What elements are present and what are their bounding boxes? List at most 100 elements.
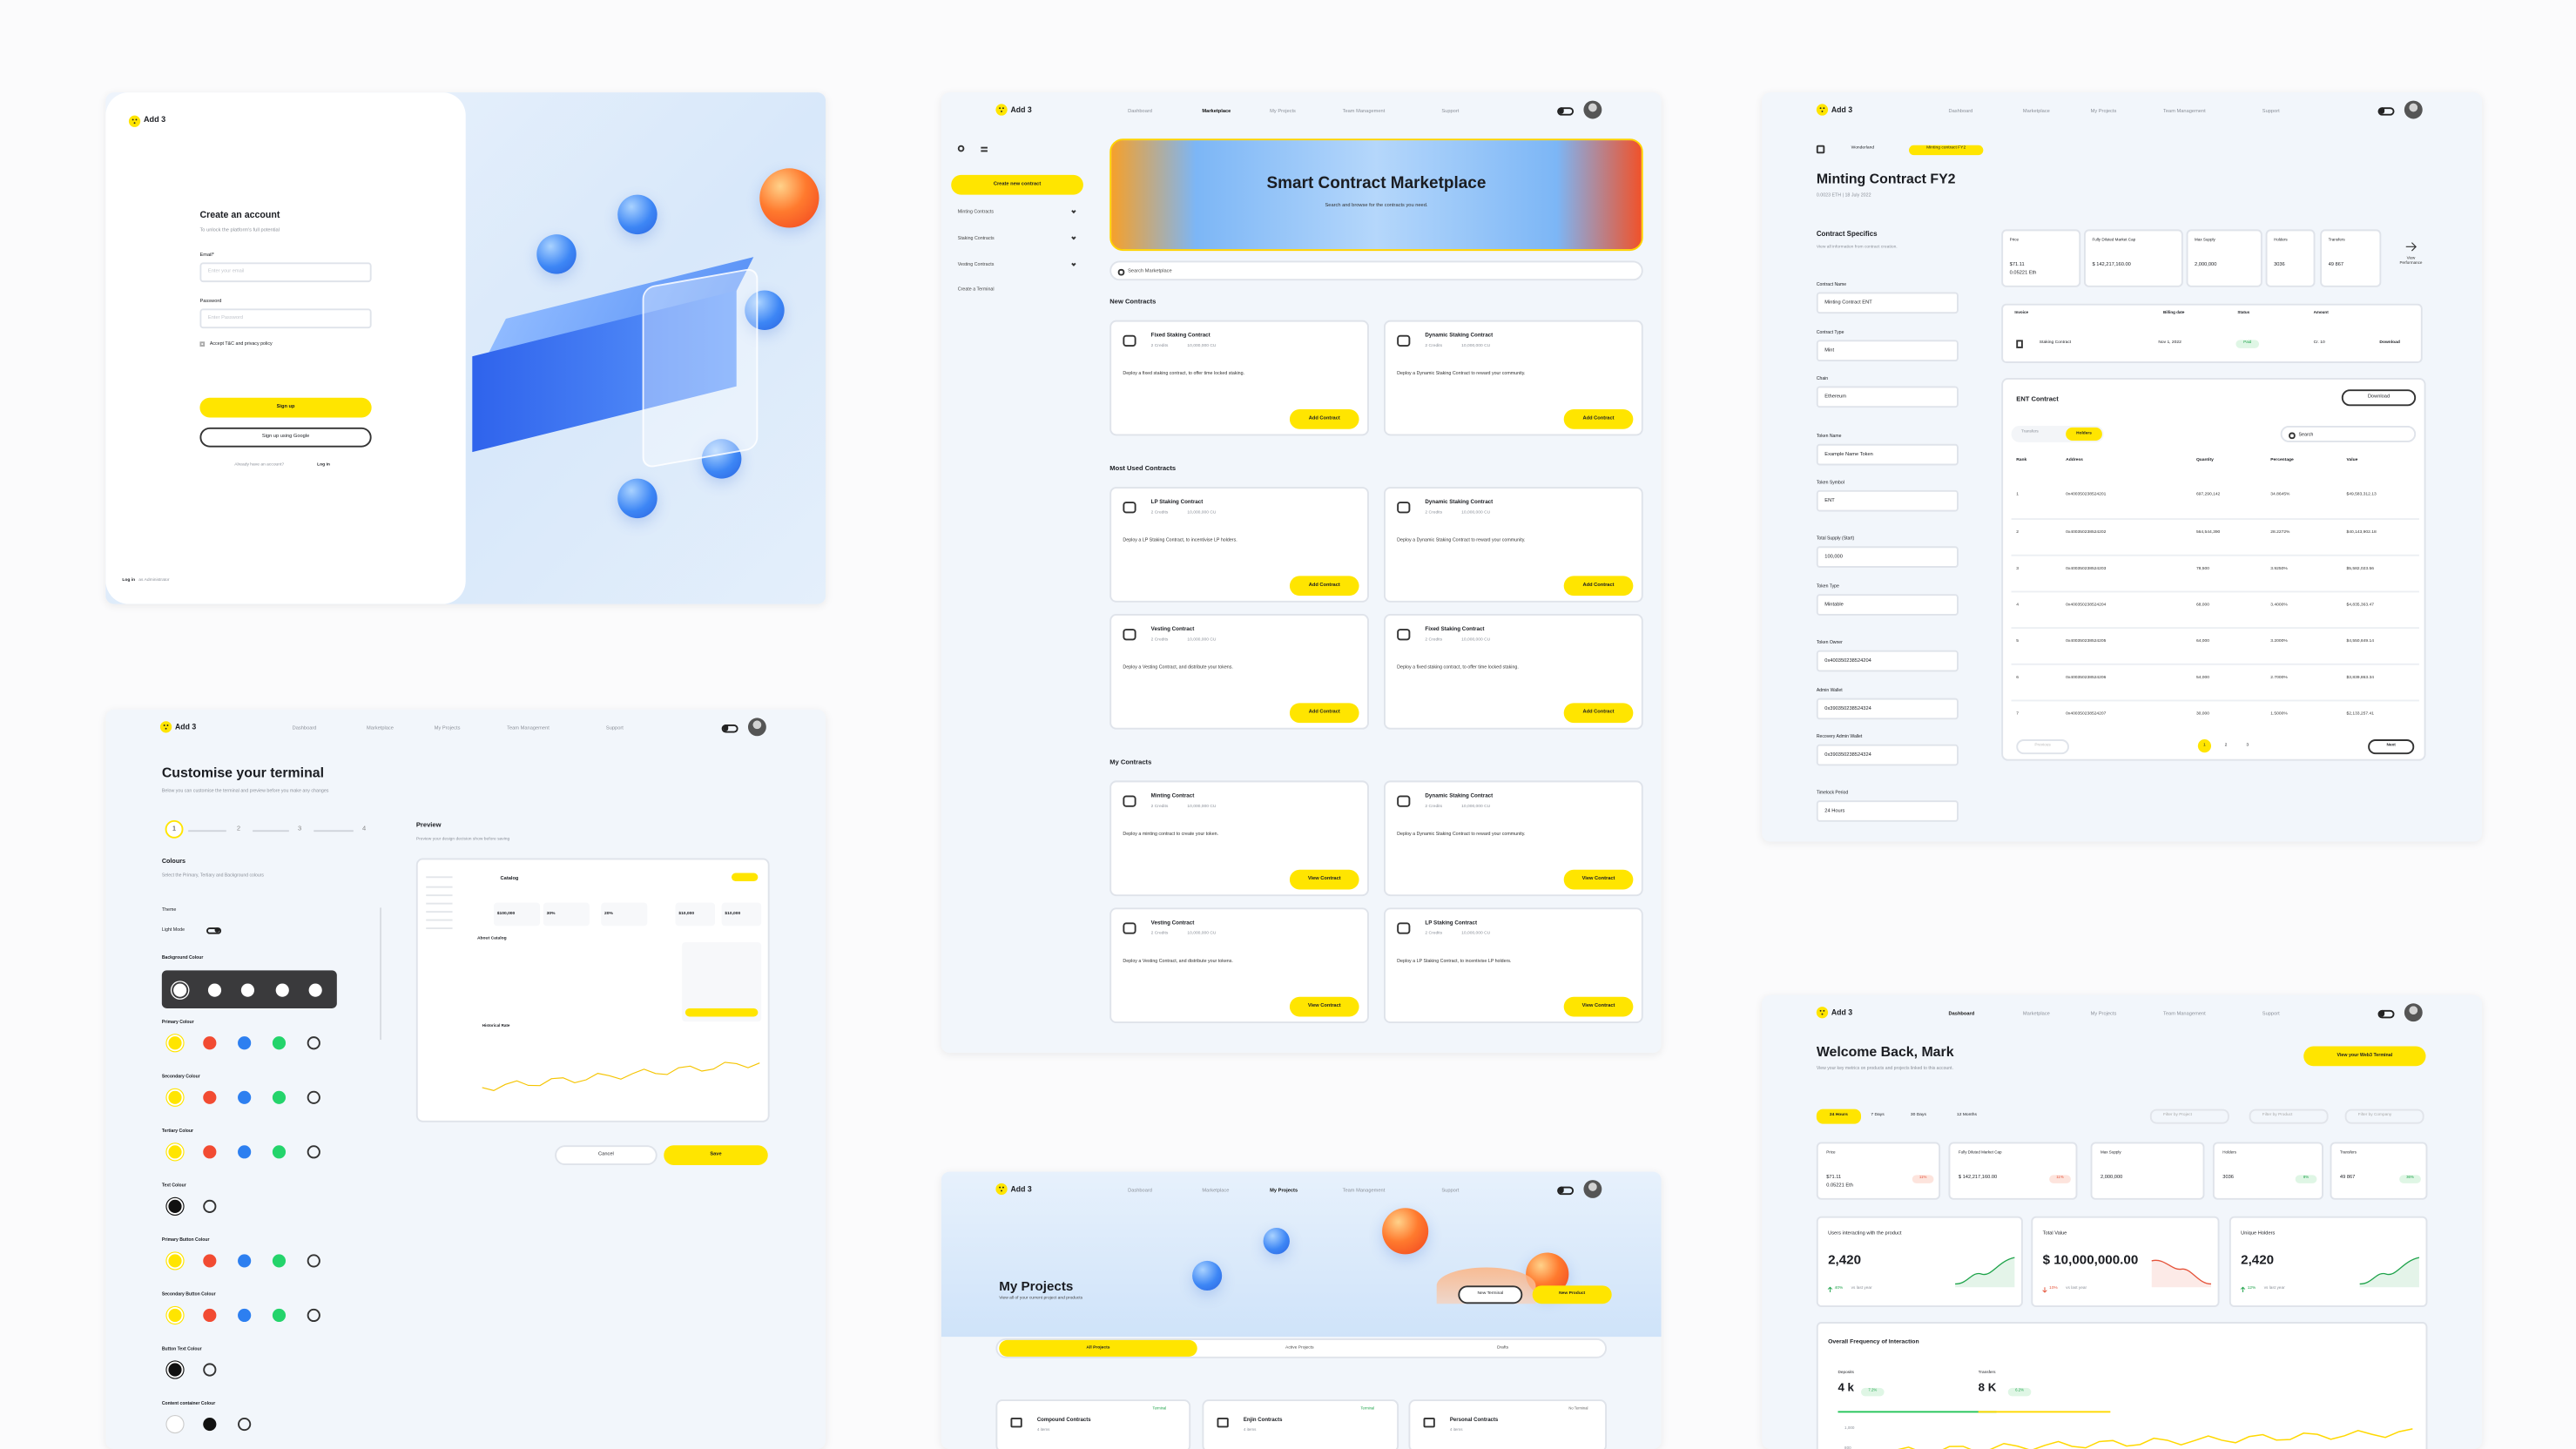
tab[interactable]: Drafts [1496, 1344, 1509, 1350]
swatch[interactable] [168, 1363, 182, 1377]
contract-credits: 2 Credits [1425, 343, 1443, 348]
logo-dot [1823, 1009, 1825, 1012]
swatch[interactable] [240, 982, 255, 996]
contract-button[interactable]: Add Contract [1289, 703, 1359, 724]
signup-button[interactable]: Sign up [199, 397, 372, 418]
search-bar[interactable]: Search Marketplace [1109, 260, 1643, 281]
previous-button[interactable]: Previous [2016, 739, 2069, 755]
preview-action[interactable] [732, 873, 759, 882]
project-card[interactable]: Compound Contracts 4 items Terminal [995, 1399, 1191, 1449]
custom-swatch[interactable] [307, 1036, 320, 1050]
contract-button[interactable]: View Contract [1289, 869, 1359, 890]
swatch[interactable] [168, 1145, 182, 1159]
preview-title: Preview [415, 819, 442, 829]
swatch[interactable] [308, 982, 322, 996]
contract-button[interactable]: View Contract [1289, 996, 1359, 1017]
download-button[interactable]: Download [2341, 389, 2417, 407]
swatch[interactable] [203, 1090, 217, 1104]
swatch[interactable] [168, 1308, 182, 1323]
table-cell: 28.2272% [2270, 529, 2290, 536]
contract-button[interactable]: Add Contract [1289, 576, 1359, 596]
contract-card: Vesting Contract 2 Credits 10,000,000 CU De… [1109, 907, 1369, 1024]
custom-swatch[interactable] [203, 1363, 217, 1377]
swatch[interactable] [275, 982, 289, 996]
step[interactable]: 2 [236, 824, 241, 832]
contract-button[interactable]: Add Contract [1563, 576, 1634, 596]
new-terminal-button[interactable]: New Terminal [1458, 1285, 1523, 1304]
swatch[interactable] [272, 1036, 287, 1050]
password-input[interactable]: Enter Password [199, 308, 372, 329]
table-cell: 78,500 [2195, 566, 2209, 571]
swatch[interactable] [203, 1036, 217, 1050]
tab[interactable]: Active Projects [1285, 1344, 1314, 1350]
create-contract-button[interactable]: Create new contract [951, 174, 1083, 195]
swatch[interactable] [238, 1090, 252, 1104]
range-active[interactable]: 24 Hours [1816, 1109, 1862, 1124]
google-button[interactable]: Sign up using Google [199, 427, 372, 448]
contract-button[interactable]: View Contract [1563, 996, 1634, 1017]
swatch[interactable] [203, 1145, 217, 1159]
table-cell: 0x400350238524205 [2066, 638, 2107, 644]
tab-active[interactable]: Holders [2066, 427, 2102, 441]
custom-swatch[interactable] [307, 1254, 320, 1268]
swatch[interactable] [238, 1145, 252, 1159]
holders-search[interactable]: Search [2280, 425, 2417, 442]
swatch[interactable] [238, 1036, 252, 1050]
tab-active[interactable]: All Projects [999, 1339, 1197, 1357]
project-card[interactable]: Enjin Contracts 4 items Terminal [1202, 1399, 1399, 1449]
swatch[interactable] [168, 1090, 182, 1104]
page-button[interactable]: 3 [2246, 741, 2249, 747]
custom-swatch[interactable] [203, 1199, 217, 1213]
page-button[interactable]: 1 [2197, 739, 2212, 753]
swatch[interactable] [272, 1090, 287, 1104]
swatch[interactable] [207, 982, 222, 996]
invoice-cell: Cr. 10 [2313, 339, 2325, 345]
swatch[interactable] [203, 1254, 217, 1268]
checkbox[interactable] [199, 341, 206, 347]
contract-title: Dynamic Staking Contract [1425, 331, 1494, 339]
swatch[interactable] [168, 1036, 182, 1050]
swatch[interactable] [272, 1254, 287, 1268]
contract-button[interactable]: Add Contract [1563, 703, 1634, 724]
contract-button[interactable]: Add Contract [1289, 409, 1359, 429]
step-line [314, 829, 354, 831]
swatch[interactable] [238, 1254, 252, 1268]
step[interactable]: 1 [165, 819, 184, 839]
swatch[interactable] [238, 1308, 252, 1323]
swatch[interactable] [203, 1417, 217, 1432]
contract-button[interactable]: View Contract [1563, 869, 1634, 890]
y-label: 1,000 [1844, 1425, 1855, 1432]
field-label: Token Symbol [1816, 480, 1844, 486]
breadcrumb-current[interactable]: Minting contract FY2 [1909, 144, 1984, 155]
filter[interactable] [2149, 1109, 2229, 1124]
contract-card: Minting Contract 2 Credits 10,000,000 CU De… [1109, 780, 1369, 897]
toggle-knob [2379, 107, 2385, 114]
step[interactable]: 3 [298, 824, 302, 832]
filter[interactable] [2249, 1109, 2329, 1124]
custom-swatch[interactable] [307, 1145, 320, 1159]
swatch[interactable] [168, 1417, 182, 1432]
swatch[interactable] [272, 1308, 287, 1323]
email-input[interactable]: Enter your email [199, 262, 372, 283]
project-card[interactable]: Personal Contracts 4 items No Terminal [1408, 1399, 1608, 1449]
swatch[interactable] [173, 982, 187, 996]
swatch[interactable] [272, 1145, 287, 1159]
terminal-button[interactable]: View your Web3 Terminal [2303, 1046, 2426, 1067]
custom-swatch[interactable] [238, 1417, 252, 1432]
step[interactable]: 4 [361, 824, 367, 832]
swatch[interactable] [168, 1254, 182, 1268]
filter[interactable] [2344, 1109, 2424, 1124]
save-button[interactable]: Save [664, 1145, 768, 1166]
page-button[interactable]: 2 [2224, 741, 2228, 747]
swatch[interactable] [168, 1199, 182, 1213]
custom-swatch[interactable] [307, 1090, 320, 1104]
preview-side-button[interactable] [684, 1008, 759, 1017]
swatch[interactable] [203, 1308, 217, 1323]
custom-swatch[interactable] [307, 1308, 320, 1323]
row-divider [2011, 554, 2419, 556]
new-product-button[interactable]: New Product [1532, 1285, 1612, 1304]
view-performance[interactable]: View Performance [2399, 255, 2423, 266]
next-button[interactable]: Next [2368, 739, 2415, 755]
cancel-button[interactable]: Cancel [555, 1145, 657, 1166]
contract-button[interactable]: Add Contract [1563, 409, 1634, 429]
